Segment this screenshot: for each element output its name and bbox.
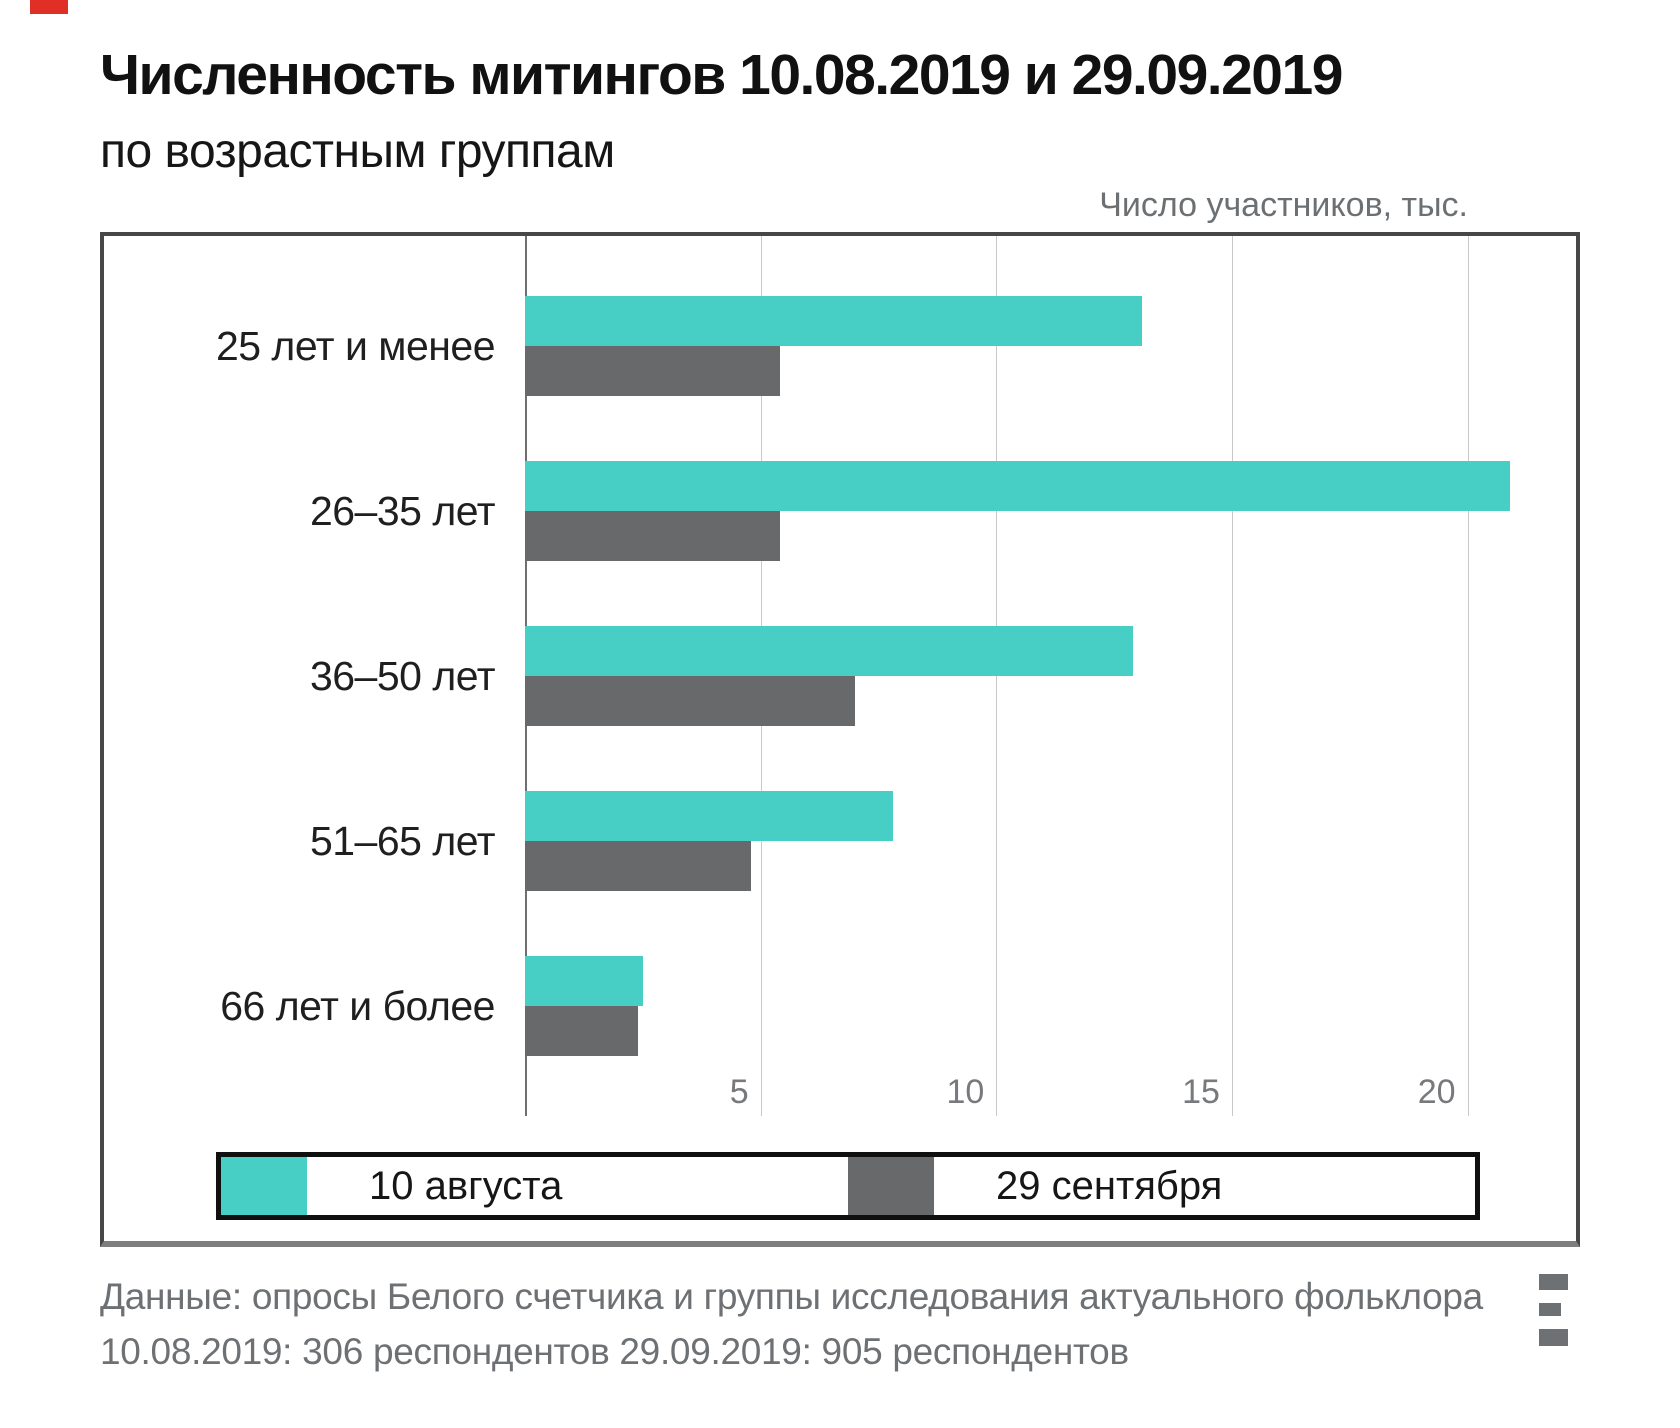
category-label: 51–65 лет (309, 817, 496, 864)
bar-aug10 (525, 791, 893, 841)
bar-chart-plot: 5 10 15 20 25 лет и менее 26–35 лет 36–50 лет… (104, 236, 1576, 1116)
bar-sep29 (525, 346, 780, 396)
page-title: Численность митингов 10.08.2019 и 29.09.… (100, 43, 1343, 107)
bar-group (525, 791, 1576, 891)
legend: 10 августа 29 сентября (216, 1152, 1480, 1220)
chart-row: 51–65 лет (104, 791, 1576, 891)
axis-unit-label: Число участников, тыс. (1099, 186, 1468, 224)
x-tick-10: 10 (946, 1073, 985, 1111)
page-subtitle: по возрастным группам (100, 125, 615, 178)
bar-group (525, 626, 1576, 726)
category-label: 25 лет и менее (215, 322, 496, 369)
chart-row: 26–35 лет (104, 461, 1576, 561)
bar-sep29 (525, 1006, 639, 1056)
source-line-2: 10.08.2019: 306 респондентов 29.09.2019:… (100, 1330, 1129, 1372)
bar-sep29 (525, 676, 855, 726)
chart-row: 25 лет и менее (104, 296, 1576, 396)
bar-aug10 (525, 461, 1511, 511)
bar-group (525, 296, 1576, 396)
legend-label: 10 августа (369, 1163, 563, 1208)
source-note: Данные: опросы Белого счетчика и группы … (100, 1270, 1483, 1380)
source-line-1: Данные: опросы Белого счетчика и группы … (100, 1276, 1483, 1317)
x-tick-5: 5 (729, 1073, 749, 1111)
bar-sep29 (525, 841, 752, 891)
gridline-20 (1467, 236, 1469, 1116)
gridline-10 (996, 236, 998, 1116)
bar-group (525, 461, 1576, 561)
logo-bar-top (1539, 1274, 1568, 1290)
bar-aug10 (525, 956, 643, 1006)
gridline-15 (1231, 236, 1233, 1116)
category-label: 66 лет и более (220, 982, 495, 1029)
chart-row: 36–50 лет (104, 626, 1576, 726)
bar-group (525, 956, 1576, 1056)
chart-rows: 25 лет и менее 26–35 лет 36–50 лет 51–65 ле… (104, 296, 1576, 1056)
chart-row: 66 лет и более (104, 956, 1576, 1056)
legend-swatch-sep29 (848, 1157, 934, 1215)
footer: Данные: опросы Белого счетчика и группы … (100, 1270, 1580, 1380)
logo-bar-bottom (1539, 1329, 1568, 1346)
bar-aug10 (525, 626, 1133, 676)
x-tick-15: 15 (1182, 1073, 1220, 1111)
chart-frame: 5 10 15 20 25 лет и менее 26–35 лет 36–50 лет… (100, 232, 1580, 1247)
bar-aug10 (525, 296, 1143, 346)
category-label: 26–35 лет (309, 487, 496, 534)
legend-label: 29 сентября (996, 1163, 1223, 1208)
legend-swatch-aug10 (221, 1157, 307, 1215)
red-corner-mark (30, 0, 68, 14)
logo-bar-middle (1539, 1303, 1561, 1316)
publisher-logo-icon (1539, 1274, 1568, 1346)
x-tick-20: 20 (1417, 1073, 1456, 1111)
bar-sep29 (525, 511, 780, 561)
category-label: 36–50 лет (309, 652, 496, 699)
